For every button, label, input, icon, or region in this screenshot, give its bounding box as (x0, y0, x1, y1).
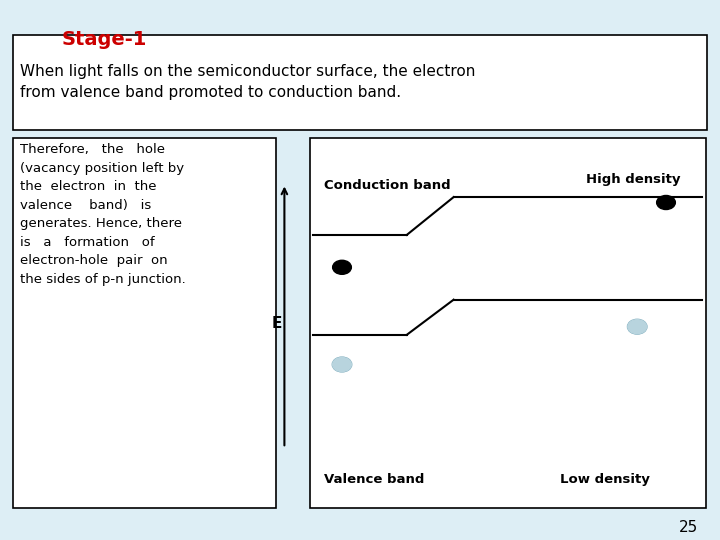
Text: Low density: Low density (560, 473, 649, 486)
Text: Valence band: Valence band (324, 473, 424, 486)
FancyBboxPatch shape (13, 35, 707, 130)
Text: Stage-1: Stage-1 (61, 30, 147, 49)
Text: Conduction band: Conduction band (324, 179, 451, 192)
Circle shape (333, 260, 351, 274)
Text: 25: 25 (679, 519, 698, 535)
Text: High density: High density (586, 173, 681, 186)
FancyBboxPatch shape (13, 138, 276, 508)
Text: E: E (272, 316, 282, 332)
Text: Therefore,   the   hole
(vacancy position left by
the  electron  in  the
valence: Therefore, the hole (vacancy position le… (20, 143, 186, 286)
Text: When light falls on the semiconductor surface, the electron
from valence band pr: When light falls on the semiconductor su… (20, 64, 475, 100)
Circle shape (657, 195, 675, 210)
FancyBboxPatch shape (310, 138, 706, 508)
Circle shape (333, 357, 351, 372)
Circle shape (628, 320, 647, 334)
